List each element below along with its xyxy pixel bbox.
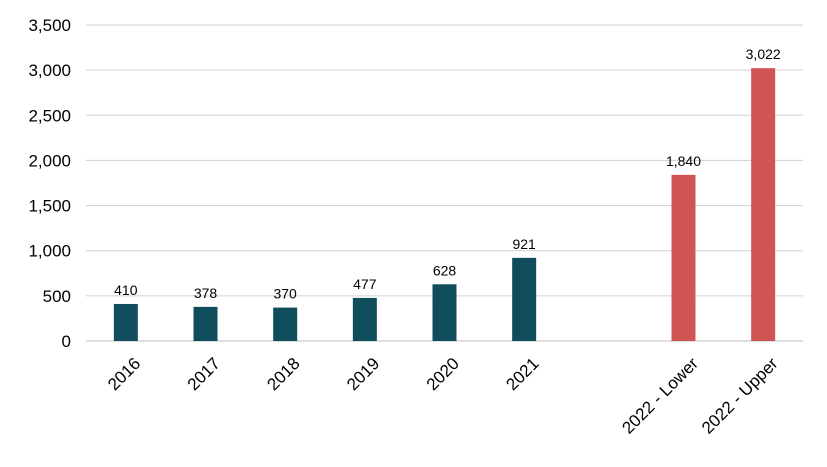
bar (352, 297, 377, 341)
y-tick-label: 1,000 (28, 242, 71, 261)
x-category-label: 2022 - Lower (618, 354, 702, 438)
y-tick-label: 500 (43, 287, 71, 306)
y-axis-ticks: 0 500 1,000 1,500 2,000 2,500 3,000 3,500 (28, 16, 71, 351)
data-label: 477 (353, 276, 377, 292)
data-label: 3,022 (746, 46, 781, 62)
y-tick-label: 3,500 (28, 16, 71, 35)
data-label: 1,840 (666, 153, 701, 169)
data-label: 628 (433, 262, 457, 278)
bar (113, 303, 138, 341)
bar (512, 257, 537, 341)
data-label: 410 (114, 282, 138, 298)
x-category-label: 2016 (104, 354, 144, 394)
y-tick-label: 3,000 (28, 61, 71, 80)
bar (193, 306, 218, 341)
bar (432, 284, 457, 341)
x-category-label: 2017 (184, 354, 224, 394)
x-category-label: 2020 (423, 354, 463, 394)
bar (751, 68, 776, 342)
data-labels: 410 378 370 477 628 921 1,840 3,022 (114, 46, 781, 301)
data-label: 378 (194, 285, 218, 301)
gridlines (86, 24, 803, 342)
x-category-label: 2021 (502, 354, 542, 394)
y-tick-label: 2,000 (28, 151, 71, 170)
y-tick-label: 2,500 (28, 106, 71, 125)
bar (671, 174, 696, 341)
bar (273, 307, 298, 341)
data-label: 370 (273, 286, 297, 302)
x-category-label: 2018 (263, 354, 303, 394)
data-label: 921 (512, 236, 536, 252)
y-tick-label: 0 (62, 332, 71, 351)
y-tick-label: 1,500 (28, 197, 71, 216)
x-category-label: 2022 - Upper (698, 354, 782, 438)
x-category-label: 2019 (343, 354, 383, 394)
bars (113, 68, 776, 342)
x-axis-categories: 2016 2017 2018 2019 2020 2021 2022 - Lower2022… (104, 354, 782, 438)
